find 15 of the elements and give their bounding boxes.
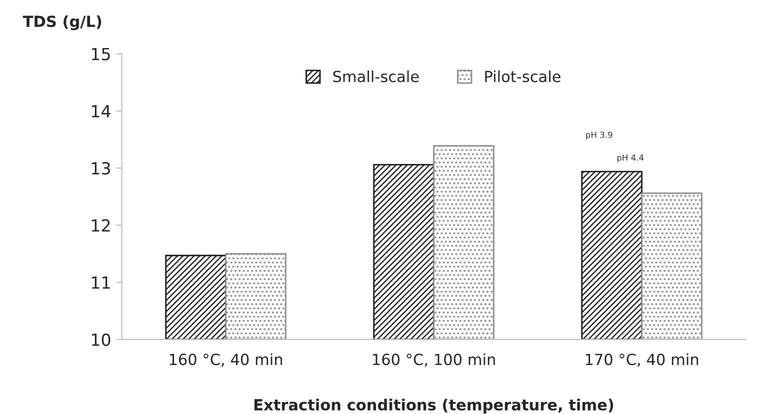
y-tick-label: 11 xyxy=(92,276,110,289)
x-tick-label: 160 °C, 40 min xyxy=(170,353,282,367)
y-tick-label: 10 xyxy=(92,333,110,346)
y-tick-label: 12 xyxy=(92,219,110,232)
x-tick-label: 160 °C, 100 min xyxy=(373,353,495,367)
annotation: pH 4.4 xyxy=(617,154,644,162)
y-axis-title: TDS (g/L) xyxy=(22,15,102,30)
legend-label: Small-scale xyxy=(333,70,419,82)
y-tick-label: 14 xyxy=(92,105,110,118)
x-axis-title: Extraction conditions (temperature, time) xyxy=(254,398,614,414)
y-tick-label: 15 xyxy=(92,48,110,60)
x-tick-label: 170 °C, 40 min xyxy=(586,353,698,367)
annotation: pH 3.9 xyxy=(586,132,612,140)
legend-label: Pilot-scale xyxy=(485,70,560,82)
y-tick-label: 13 xyxy=(92,162,110,175)
